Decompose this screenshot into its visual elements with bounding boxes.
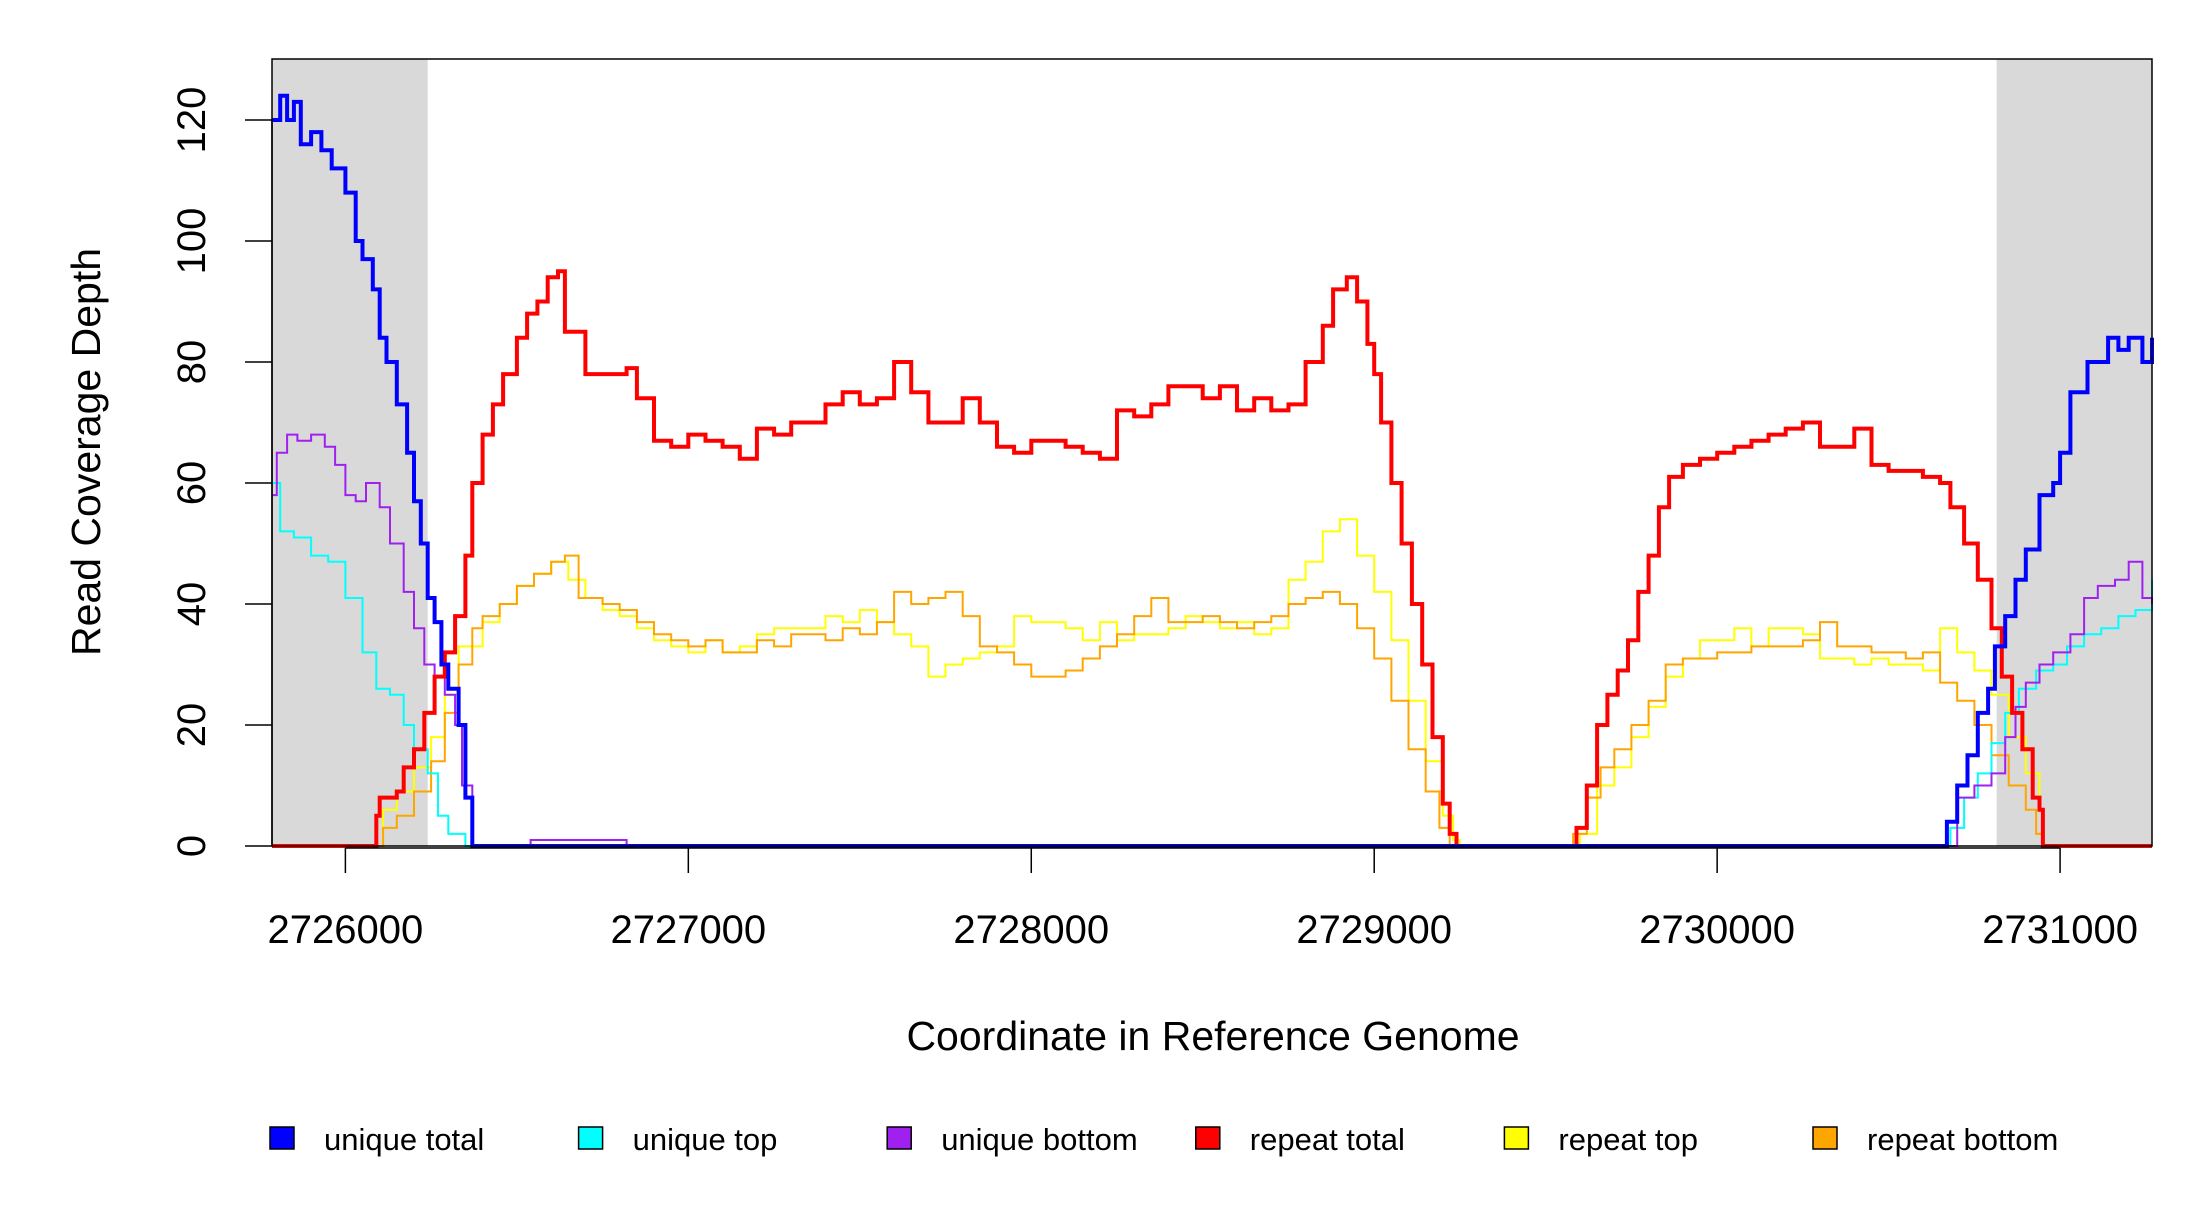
legend: unique total unique top unique bottom repea… [269,1122,2058,1157]
legend-item-unique-top: unique top [577,1122,778,1157]
series-unique-total [272,93,2154,848]
legend-swatch [886,1126,912,1150]
legend-label: unique top [633,1122,778,1157]
y-tick-label: 120 [170,87,214,154]
series-unique-bottom [272,433,2153,847]
y-tick-label: 20 [170,703,214,748]
legend-label: unique total [324,1122,484,1157]
legend-label: repeat total [1250,1122,1405,1157]
x-tick-label: 2730000 [1639,908,1795,952]
x-tick-label: 2728000 [953,908,1109,952]
y-tick-label: 100 [170,208,214,275]
legend-item-unique-total: unique total [269,1122,484,1157]
legend-label: repeat bottom [1867,1122,2058,1157]
y-tick-label: 0 [170,835,214,857]
legend-item-repeat-bottom: repeat bottom [1812,1122,2058,1157]
legend-item-repeat-top: repeat top [1503,1122,1698,1157]
legend-swatch [269,1126,295,1150]
x-axis-label: Coordinate in Reference Genome [906,1013,1519,1059]
series-lines [272,93,2154,848]
shaded-region [1996,59,2152,846]
y-tick-label: 60 [170,461,214,506]
legend-item-repeat-total: repeat total [1195,1122,1405,1157]
y-axis: 0 20 40 60 80 100 120 [170,87,273,857]
legend-label: unique bottom [941,1122,1137,1157]
y-tick-label: 80 [170,340,214,385]
series-repeat-bottom [272,554,2152,847]
series-repeat-total [272,269,2152,848]
y-axis-label: Read Coverage Depth [63,248,109,656]
x-tick-label: 2729000 [1296,908,1452,952]
x-tick-label: 2727000 [610,908,766,952]
shaded-regions [272,59,2152,846]
legend-swatch [1195,1126,1221,1150]
x-tick-label: 2726000 [268,908,424,952]
legend-label: repeat top [1558,1122,1698,1157]
x-axis: 2726000 2727000 2728000 2729000 2730000 27310… [268,847,2138,952]
legend-swatch [1503,1126,1530,1150]
series-repeat-top [272,518,2152,847]
legend-swatch [577,1126,604,1150]
shaded-region [272,59,428,846]
legend-swatch [1812,1126,1838,1150]
legend-item-unique-bottom: unique bottom [886,1122,1138,1157]
y-tick-label: 40 [170,582,214,627]
x-tick-label: 2731000 [1982,908,2138,952]
